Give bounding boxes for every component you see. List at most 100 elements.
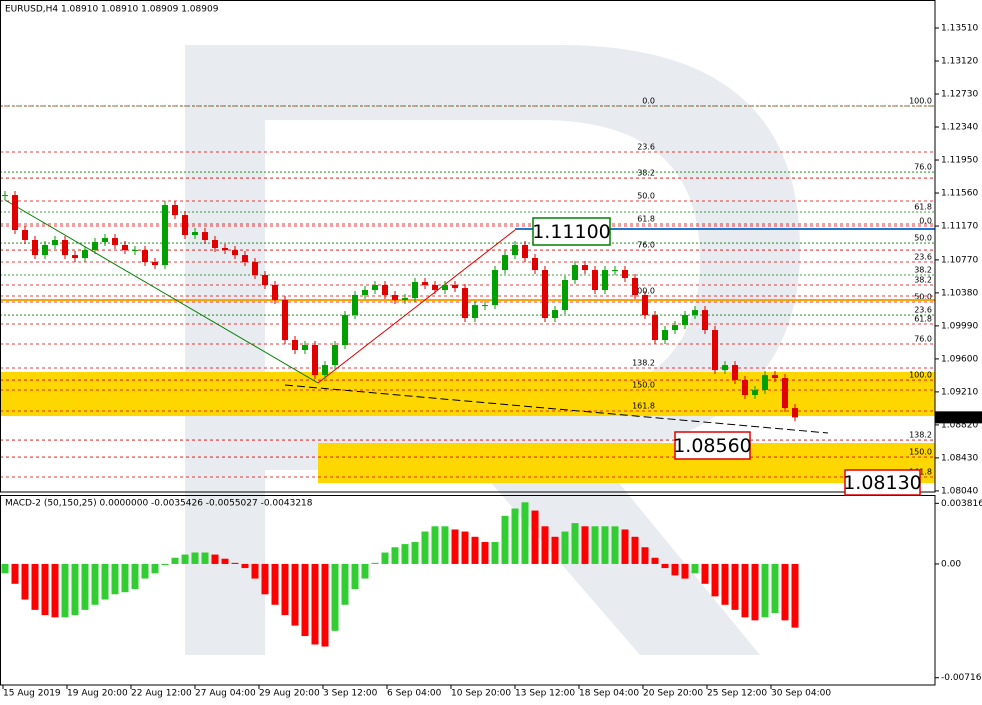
macd-bar [751, 563, 759, 621]
y-tick-label: 0.003816 [941, 499, 982, 509]
y-tick-label: 1.11170 [941, 222, 978, 232]
macd-bar [41, 563, 49, 616]
x-tick-label: 3 Sep 12:00 [323, 689, 378, 699]
fib-label: 50.0 [637, 191, 655, 200]
macd-bar [651, 557, 659, 564]
candle [642, 294, 648, 316]
fib-label: 61.8 [914, 315, 932, 324]
trend-line [317, 229, 516, 384]
y-tick-label: 0.00 [941, 559, 961, 569]
price-callout-box [844, 469, 921, 496]
x-tick-label: 27 Aug 04:00 [195, 689, 256, 699]
candle [792, 408, 798, 418]
candle [412, 282, 418, 299]
macd-bar [61, 563, 69, 618]
fib-label: 61.8 [637, 214, 655, 223]
indicator-title: MACD-2 (50,150,25) 0.0000000 -0.0035426 … [5, 499, 313, 509]
last-price-label: 1.08909 [941, 413, 978, 423]
macd-bar [721, 563, 729, 605]
x-tick-label: 10 Sep 20:00 [451, 689, 511, 699]
macd-bar [211, 554, 219, 564]
y-tick-label: 1.10380 [941, 288, 978, 298]
candle [52, 239, 58, 245]
macd-bar [391, 547, 399, 564]
fib-label: 0.0 [642, 97, 655, 106]
candle [622, 270, 628, 278]
y-tick-label: 1.08820 [941, 420, 978, 430]
candle [692, 310, 698, 316]
fib-label: 76.0 [637, 241, 655, 250]
macd-bar [321, 563, 329, 647]
fib-label: 0.0 [919, 217, 932, 226]
price-zone [0, 372, 935, 417]
candle [2, 195, 8, 197]
macd-bar [341, 563, 349, 605]
candle [22, 230, 28, 240]
last-price-box [935, 411, 982, 424]
candle [152, 261, 158, 266]
y-tick-label: 1.13120 [941, 57, 978, 67]
candle [702, 310, 708, 331]
macd-bar [661, 563, 669, 569]
macd-bar [541, 526, 549, 564]
candle [222, 248, 228, 251]
x-tick-label: 30 Sep 04:00 [771, 689, 831, 699]
macd-bar [731, 563, 739, 610]
macd-bar [11, 563, 19, 584]
candle [752, 390, 758, 396]
candle [212, 239, 218, 249]
fib-label: 76.0 [914, 334, 932, 343]
macd-bar [711, 563, 719, 597]
macd-bar [91, 563, 99, 605]
candle [102, 238, 108, 243]
candle [512, 244, 518, 256]
macd-bar [681, 563, 689, 579]
price-callout: 1.08130 [843, 472, 922, 494]
y-tick-label: 1.11560 [941, 189, 978, 199]
candle [202, 232, 208, 240]
candle [462, 288, 468, 319]
macd-bar [511, 508, 519, 564]
y-tick-label: 1.11950 [941, 156, 978, 166]
candle [742, 380, 748, 396]
macd-bar [671, 563, 679, 576]
candle [482, 305, 488, 307]
macd-bar [451, 529, 459, 564]
x-tick-label: 18 Sep 04:00 [579, 689, 639, 699]
candle [62, 239, 68, 256]
candle [372, 285, 378, 291]
macd-bar [611, 526, 619, 564]
macd-bar [461, 531, 469, 564]
macd-bar [301, 563, 309, 637]
candle [632, 277, 638, 295]
macd-bar [621, 529, 629, 564]
candle [142, 250, 148, 262]
candle [192, 232, 198, 235]
candle [132, 250, 138, 252]
candle [672, 325, 678, 331]
macd-bar [81, 563, 89, 610]
fib-label: 150.0 [632, 381, 655, 390]
trend-line [4, 199, 319, 384]
macd-bar [371, 562, 379, 564]
macd-bar [141, 563, 149, 579]
chart-title: EURUSD,H4 1.08910 1.08910 1.08909 1.0890… [5, 5, 219, 15]
candle [582, 265, 588, 271]
fib-label: 61.8 [914, 202, 932, 211]
candle [382, 285, 388, 295]
candle [402, 298, 408, 300]
fib-label: 138.2 [632, 359, 655, 368]
y-tick-label: 1.09990 [941, 321, 978, 331]
macd-bar [101, 563, 109, 600]
macd-bar [131, 563, 139, 590]
macd-bar [501, 515, 509, 564]
candle [272, 285, 278, 300]
macd-bar [761, 563, 769, 618]
fib-label: 138.2 [909, 431, 932, 440]
fib-label: 161.8 [632, 402, 655, 411]
candle [522, 244, 528, 259]
candle [712, 330, 718, 371]
macd-bar [701, 563, 709, 584]
macd-bar [381, 552, 389, 564]
x-tick-label: 6 Sep 04:00 [387, 689, 442, 699]
